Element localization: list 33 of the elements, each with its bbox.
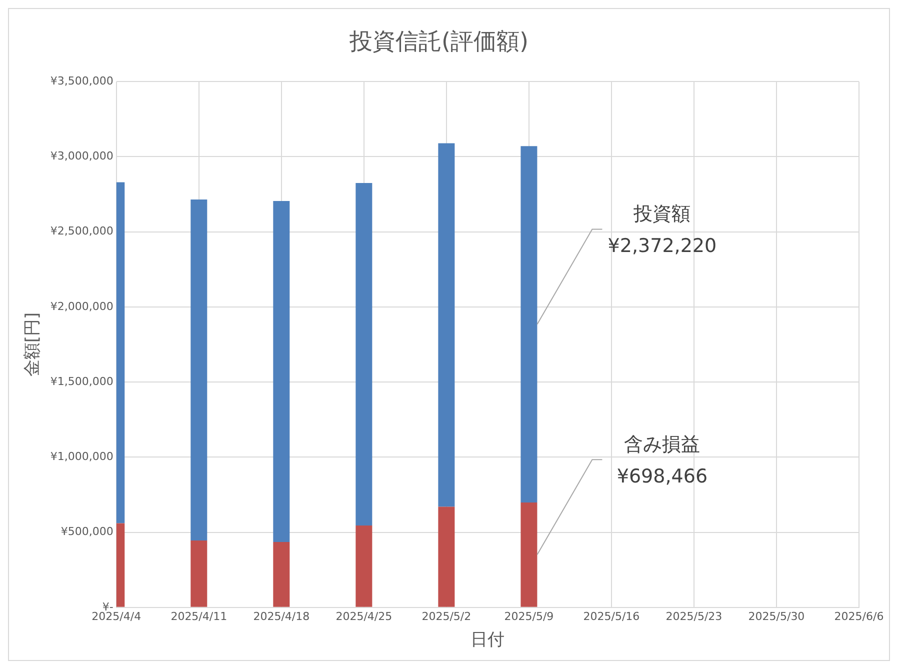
bar — [356, 526, 372, 607]
y-tick-label: ¥500,000 — [60, 525, 114, 538]
y-tick-label: ¥3,000,000 — [50, 150, 114, 163]
bar — [520, 146, 538, 502]
x-tick-label: 2025/5/2 — [422, 610, 472, 623]
y-tick-label: ¥1,500,000 — [50, 374, 114, 388]
bar — [190, 540, 208, 607]
x-axis-title: 日付 — [470, 630, 505, 650]
data-label: ¥698,466 — [616, 466, 708, 488]
bar — [438, 143, 455, 507]
y-tick-label: ¥1,000,000 — [50, 450, 114, 464]
text: 投資額 — [632, 203, 691, 226]
x-tick-label: 2025/5/30 — [748, 610, 805, 623]
y-axis-title: 金額[円] — [22, 312, 43, 377]
data-label: ¥2,372,220 — [608, 235, 717, 258]
y-tick-label: ¥2,500,000 — [50, 224, 114, 238]
bar — [273, 201, 290, 542]
bar — [190, 200, 208, 541]
text: 含み損益 — [624, 434, 700, 456]
bar — [356, 183, 372, 526]
bar — [273, 542, 290, 607]
x-tick-label: 2025/4/18 — [253, 610, 310, 623]
bar — [438, 506, 455, 607]
y-tick-label: ¥3,500,000 — [50, 74, 114, 88]
x-tick-label: 2025/4/25 — [336, 610, 392, 623]
x-tick-label: 2025/4/11 — [170, 610, 228, 623]
x-tick-label: 2025/5/23 — [666, 610, 722, 623]
x-tick-label: 2025/5/9 — [504, 610, 554, 623]
bar — [520, 502, 538, 607]
x-tick-label: 2025/6/6 — [834, 610, 884, 623]
x-tick-label: 2025/5/16 — [583, 610, 640, 623]
chart-title: 投資信託(評価額) — [348, 28, 528, 55]
y-tick-label: ¥2,000,000 — [50, 300, 114, 313]
